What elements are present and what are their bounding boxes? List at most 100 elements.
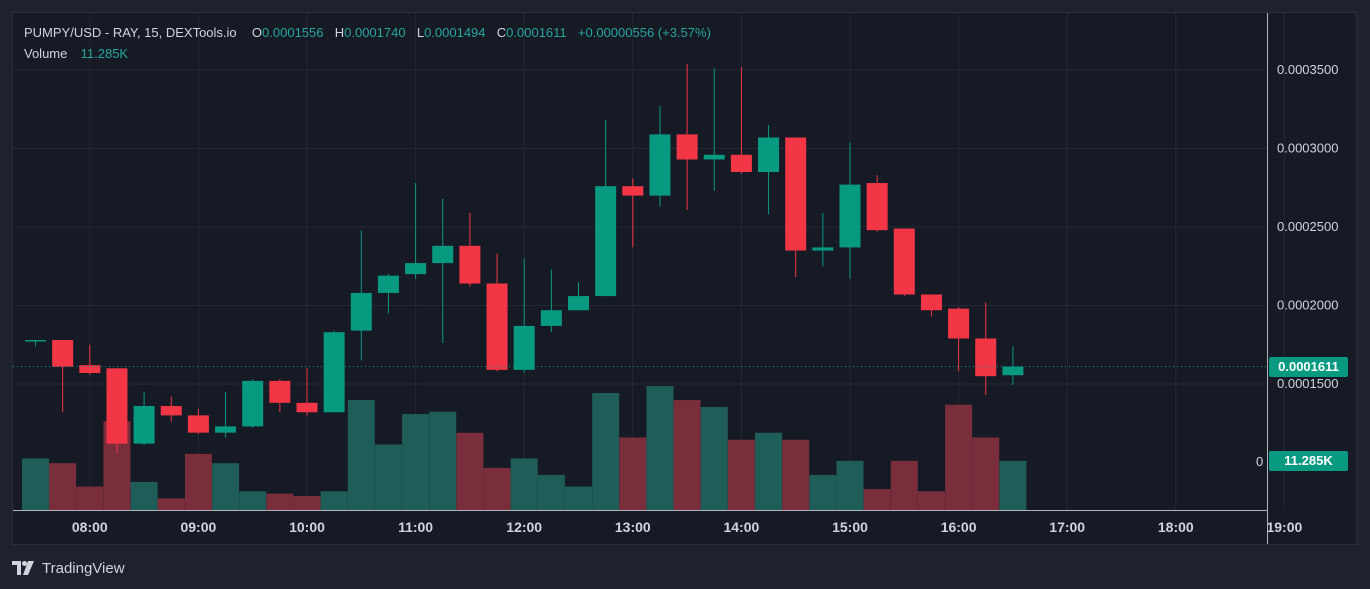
volume-bar (456, 432, 484, 510)
x-tick-label: 12:00 (506, 519, 542, 535)
volume-bar (700, 407, 728, 510)
symbol-label[interactable]: PUMPY/USD - RAY, 15, DEXTools.io (24, 25, 237, 40)
x-tick-label: 16:00 (941, 519, 977, 535)
y-tick-label: 0.0003500 (1277, 62, 1338, 77)
x-tick-label: 15:00 (832, 519, 868, 535)
volume-bar (809, 474, 837, 510)
volume-bar (22, 458, 49, 510)
candle-body (269, 380, 291, 403)
axis-layer: 0.0001500 0.0002000 0.0002500 0.0003000 0.00… (13, 13, 1338, 544)
volume-bar (863, 488, 891, 510)
volume-bar (293, 495, 321, 510)
y-tick-label: 0.0002500 (1277, 219, 1338, 234)
volume-bar (890, 460, 918, 510)
volume-value: 11.285K (80, 46, 129, 61)
volume-bar (917, 491, 945, 510)
candle-body (405, 263, 427, 275)
candle-body (839, 184, 861, 248)
x-tick-label: 08:00 (72, 519, 108, 535)
volume-bar (619, 437, 647, 510)
candle-body (812, 247, 834, 251)
volume-bar (673, 400, 701, 510)
volume-bar (483, 467, 511, 510)
volume-bar (157, 498, 185, 510)
candle-body (350, 292, 372, 331)
candle-body (133, 405, 155, 444)
volume-bar (374, 444, 402, 510)
chart-frame[interactable]: 0.0001500 0.0002000 0.0002500 0.0003000 0.00… (12, 12, 1357, 545)
candle-body (432, 245, 454, 264)
close-value: 0.0001611 (506, 25, 567, 40)
volume-bar (592, 393, 620, 510)
volume-bar (782, 439, 810, 510)
volume-bar (347, 400, 375, 510)
candle-body (676, 134, 698, 160)
x-tick-label: 09:00 (180, 519, 216, 535)
volume-bar (429, 411, 457, 510)
x-tick-label: 11:00 (398, 519, 433, 535)
candle-body (758, 137, 780, 173)
candle-body (893, 228, 915, 295)
volume-bar (239, 491, 267, 510)
candle-body (79, 365, 101, 374)
ohlc-legend: PUMPY/USD - RAY, 15, DEXTools.io O0.0001… (24, 25, 711, 40)
volume-zero-label: 0 (1256, 454, 1263, 469)
low-value: 0.0001494 (424, 25, 486, 40)
candle-body (377, 275, 399, 293)
volume-bar (727, 439, 755, 510)
close-label: C (496, 25, 507, 40)
volume-bar (402, 414, 430, 510)
x-tick-label: 17:00 (1049, 519, 1085, 535)
high-label: H (334, 25, 345, 40)
candle-body (540, 310, 562, 326)
change-value: +0.00000556 (+3.57%) (577, 25, 711, 40)
volume-bar (184, 453, 212, 510)
candle-body (948, 308, 970, 339)
open-label: O (251, 25, 263, 40)
volume-bar (755, 432, 783, 510)
last-price-badge: 0.0001611 (1269, 356, 1348, 377)
x-tick-label: 18:00 (1158, 519, 1194, 535)
x-tick-label: 19:00 (1266, 519, 1302, 535)
candle-body (187, 415, 209, 433)
candle-body (866, 183, 888, 231)
candle-body (513, 325, 535, 370)
volume-bar (646, 385, 674, 510)
candle-body (459, 245, 481, 284)
candle-body (106, 368, 128, 444)
candle-body (920, 294, 942, 311)
candle-body (1002, 366, 1024, 376)
open-value: 0.0001556 (262, 25, 324, 40)
volume-bar (49, 463, 77, 510)
tradingview-logo-text: TradingView (42, 559, 125, 577)
candle-body (25, 340, 46, 342)
volume-bar (212, 463, 240, 510)
candle-body (622, 186, 644, 196)
candle-body (785, 137, 807, 251)
x-tick-label: 14:00 (723, 519, 759, 535)
candle-body (568, 296, 589, 311)
tradingview-logo[interactable]: TradingView (12, 558, 125, 578)
volume-legend: Volume 11.285K (24, 46, 128, 61)
tradingview-logo-icon (12, 561, 34, 575)
chart-canvas[interactable]: 0.0001500 0.0002000 0.0002500 0.0003000 0.00… (13, 13, 1357, 545)
candle-body (323, 332, 345, 413)
low-label: L (416, 25, 425, 40)
x-tick-label: 10:00 (289, 519, 325, 535)
high-value: 0.0001740 (344, 25, 406, 40)
volume-bar (510, 458, 538, 510)
y-tick-label: 0.0001500 (1277, 376, 1338, 391)
last-volume-badge: 11.285K (1269, 450, 1348, 471)
volume-bar (836, 460, 864, 510)
volume-label[interactable]: Volume (24, 46, 68, 61)
candle-body (703, 154, 725, 160)
volume-bar (972, 437, 1000, 510)
candle-body (730, 154, 752, 173)
y-tick-label: 0.0003000 (1277, 141, 1338, 156)
volume-layer (22, 385, 1027, 510)
volume-bar (76, 486, 104, 510)
candle-body (160, 405, 182, 416)
volume-bar (565, 486, 592, 510)
volume-bar (266, 493, 294, 510)
volume-bar (945, 404, 973, 510)
